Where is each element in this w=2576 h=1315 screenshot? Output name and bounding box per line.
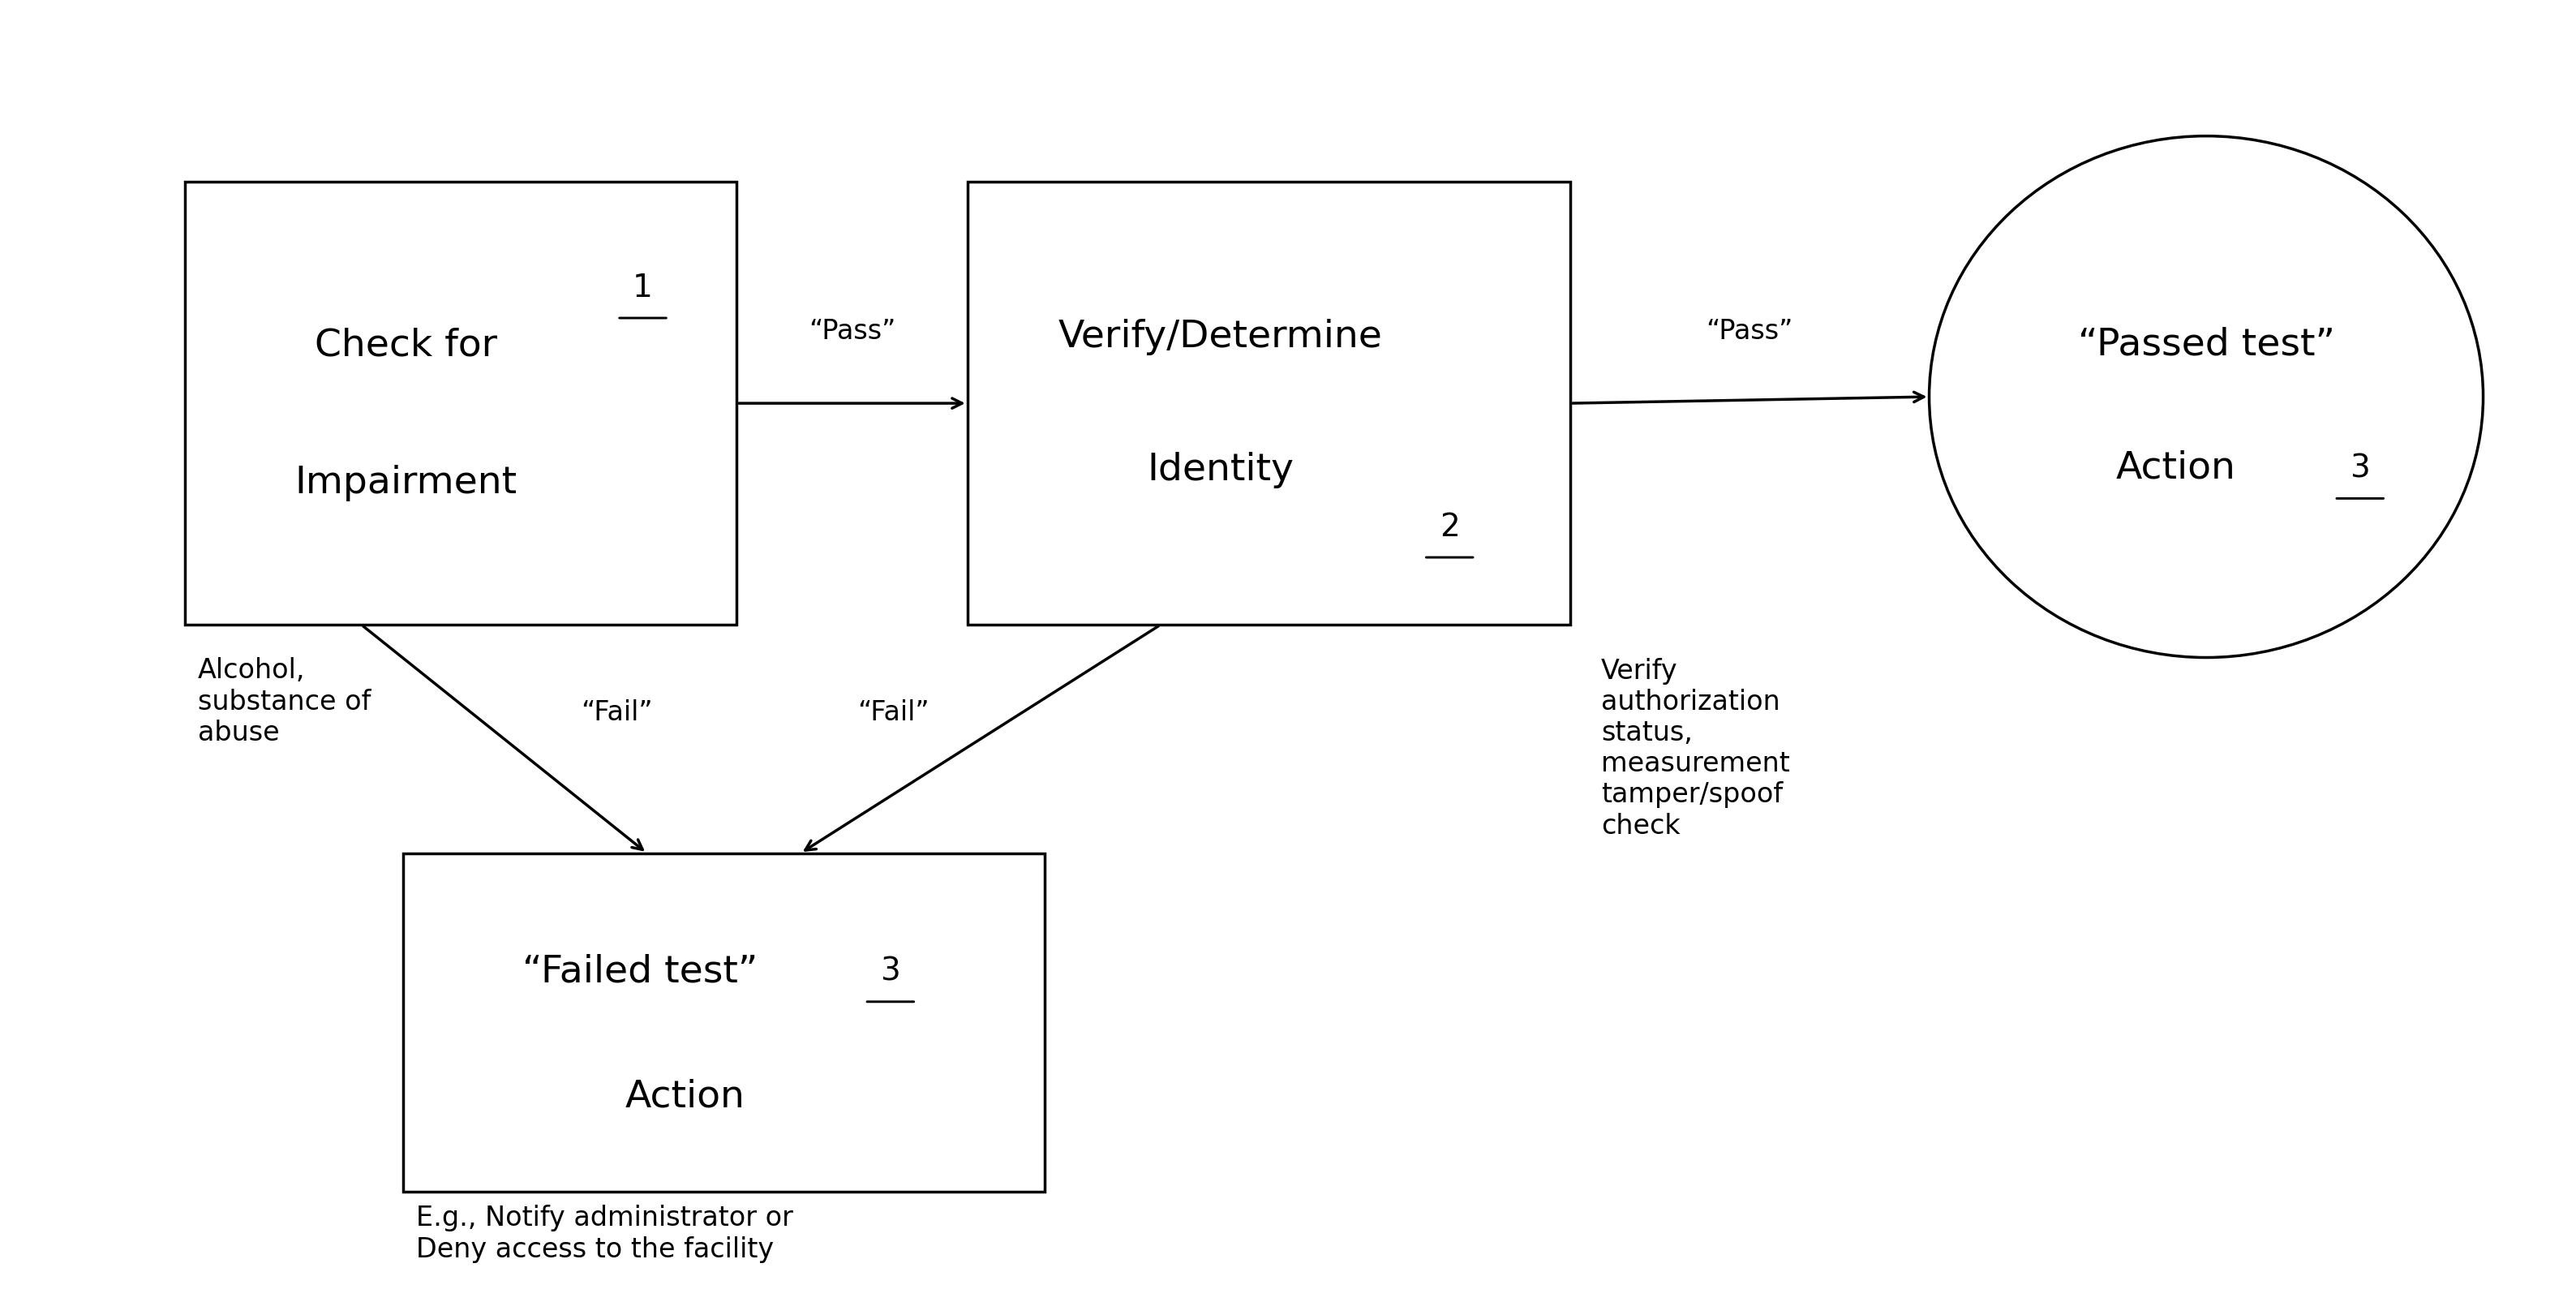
Text: “Fail”: “Fail”: [582, 700, 654, 726]
Text: “Pass”: “Pass”: [1705, 318, 1793, 345]
Text: Verify
authorization
status,
measurement
tamper/spoof
check: Verify authorization status, measurement…: [1600, 658, 1790, 839]
Text: Check for: Check for: [314, 327, 497, 364]
Text: Verify/Determine: Verify/Determine: [1059, 318, 1383, 355]
Text: “Failed test”: “Failed test”: [523, 953, 757, 990]
Bar: [969, 181, 1571, 625]
Text: Identity: Identity: [1146, 451, 1293, 488]
Text: Impairment: Impairment: [294, 464, 518, 501]
Text: 2: 2: [1440, 512, 1461, 543]
Text: Action: Action: [2115, 450, 2236, 487]
Bar: [404, 853, 1043, 1191]
Text: “Pass”: “Pass”: [809, 318, 896, 345]
Text: E.g., Notify administrator or
Deny access to the facility: E.g., Notify administrator or Deny acces…: [415, 1205, 793, 1262]
Text: 3: 3: [881, 956, 902, 988]
Text: 3: 3: [2349, 454, 2370, 484]
Text: “Fail”: “Fail”: [858, 700, 930, 726]
Text: Action: Action: [626, 1078, 744, 1115]
Text: 1: 1: [634, 272, 652, 304]
Bar: [185, 181, 737, 625]
Text: Alcohol,
substance of
abuse: Alcohol, substance of abuse: [198, 658, 371, 746]
Text: “Passed test”: “Passed test”: [2079, 326, 2334, 363]
